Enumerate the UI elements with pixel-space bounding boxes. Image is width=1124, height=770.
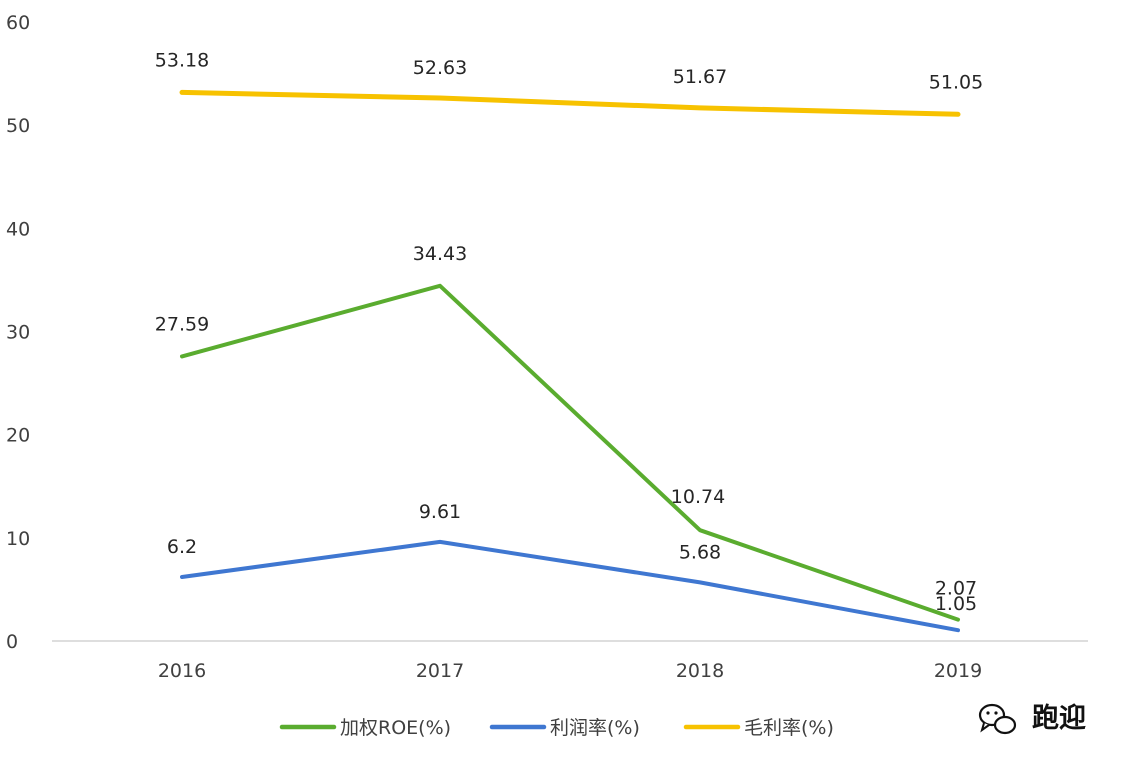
watermark-text: 跑迎 <box>1032 703 1086 734</box>
y-tick-label: 40 <box>6 218 30 240</box>
data-label: 6.2 <box>167 536 197 558</box>
data-label: 9.61 <box>419 501 461 523</box>
data-label: 10.74 <box>671 486 725 508</box>
series-line-3 <box>182 92 958 114</box>
y-tick-label: 30 <box>6 322 30 344</box>
x-tick-label: 2017 <box>416 660 464 682</box>
legend-label: 加权ROE(%) <box>340 717 451 739</box>
data-label: 51.67 <box>673 66 727 88</box>
y-tick-label: 10 <box>6 528 30 550</box>
legend-label: 毛利率(%) <box>744 717 834 739</box>
legend: 加权ROE(%) 利润率(%) 毛利率(%) <box>282 717 834 739</box>
data-label: 53.18 <box>155 49 209 71</box>
y-tick-label: 20 <box>6 425 30 447</box>
data-label: 5.68 <box>679 541 721 563</box>
x-tick-label: 2016 <box>158 660 206 682</box>
wechat-icon <box>980 705 1015 733</box>
data-label: 52.63 <box>413 57 467 79</box>
y-tick-label: 50 <box>6 115 30 137</box>
data-label: 51.05 <box>929 71 983 93</box>
series-line-2 <box>182 542 958 630</box>
x-tick-label: 2019 <box>934 660 982 682</box>
series-line-1 <box>182 286 958 620</box>
watermark: 跑迎 <box>980 703 1086 734</box>
x-tick-label: 2018 <box>676 660 724 682</box>
data-label: 34.43 <box>413 243 467 265</box>
y-tick-label: 60 <box>6 12 30 34</box>
data-label: 27.59 <box>155 313 209 335</box>
series-layer <box>182 92 958 630</box>
legend-label: 利润率(%) <box>550 717 640 739</box>
y-tick-label: 0 <box>6 631 18 653</box>
data-label: 1.05 <box>935 593 977 615</box>
